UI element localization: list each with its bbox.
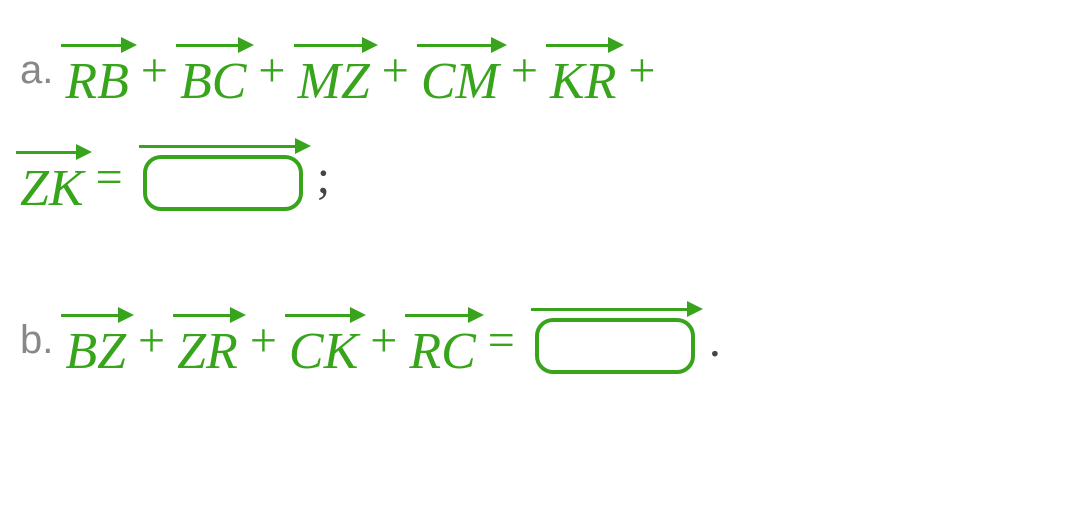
arrow-icon <box>139 131 311 155</box>
plus-op: + <box>250 313 277 368</box>
problem-a-line1: a. RB + BC + MZ + CM + KR + <box>20 30 1060 111</box>
vector-text: RB <box>65 52 129 111</box>
plus-op: + <box>138 313 165 368</box>
plus-op: + <box>511 43 538 98</box>
plus-op: + <box>628 43 655 98</box>
vector-RB: RB <box>65 30 129 111</box>
problem-b: b. BZ + ZR + CK + RC = . <box>20 294 1060 387</box>
arrow-icon <box>173 300 246 322</box>
answer-blank-a-wrap <box>143 131 303 224</box>
problem-b-line1: b. BZ + ZR + CK + RC = . <box>20 294 1060 387</box>
vector-text: MZ <box>298 52 370 111</box>
plus-op: + <box>141 43 168 98</box>
vector-KR: KR <box>550 30 616 111</box>
expr-a-line2: ZK = ; <box>20 131 330 224</box>
vector-text: BC <box>180 52 246 111</box>
vector-RC: RC <box>409 300 475 381</box>
arrow-icon <box>546 30 624 52</box>
expr-a-line1: RB + BC + MZ + CM + KR + <box>65 30 667 111</box>
vector-BZ: BZ <box>65 300 126 381</box>
vector-CK: CK <box>289 300 358 381</box>
plus-op: + <box>258 43 285 98</box>
vector-text: CM <box>421 52 499 111</box>
vector-text: ZR <box>177 322 238 381</box>
plus-op: + <box>382 43 409 98</box>
answer-blank-b-wrap <box>535 294 695 387</box>
answer-blank-a[interactable] <box>143 155 303 211</box>
vector-text: KR <box>550 52 616 111</box>
period: . <box>709 313 721 368</box>
arrow-icon <box>285 300 366 322</box>
equals-op: = <box>488 313 515 368</box>
arrow-icon <box>16 137 92 159</box>
semicolon: ; <box>317 150 330 205</box>
problem-a-line2: ZK = ; <box>20 131 1060 224</box>
plus-op: + <box>370 313 397 368</box>
vector-ZR: ZR <box>177 300 238 381</box>
arrow-icon <box>405 300 483 322</box>
vector-text: RC <box>409 322 475 381</box>
arrow-icon <box>61 300 134 322</box>
vector-ZK: ZK <box>20 137 84 218</box>
arrow-icon <box>531 294 703 318</box>
arrow-icon <box>176 30 254 52</box>
problem-a: a. RB + BC + MZ + CM + KR + ZK = ; <box>20 30 1060 224</box>
equals-op: = <box>96 150 123 205</box>
vector-text: CK <box>289 322 358 381</box>
answer-blank-b[interactable] <box>535 318 695 374</box>
label-a: a. <box>20 48 53 93</box>
arrow-icon <box>417 30 507 52</box>
label-b: b. <box>20 318 53 363</box>
vector-MZ: MZ <box>298 30 370 111</box>
vector-text: ZK <box>20 159 84 218</box>
arrow-icon <box>61 30 137 52</box>
arrow-icon <box>294 30 378 52</box>
expr-b: BZ + ZR + CK + RC = . <box>65 294 721 387</box>
vector-CM: CM <box>421 30 499 111</box>
vector-text: BZ <box>65 322 126 381</box>
vector-BC: BC <box>180 30 246 111</box>
